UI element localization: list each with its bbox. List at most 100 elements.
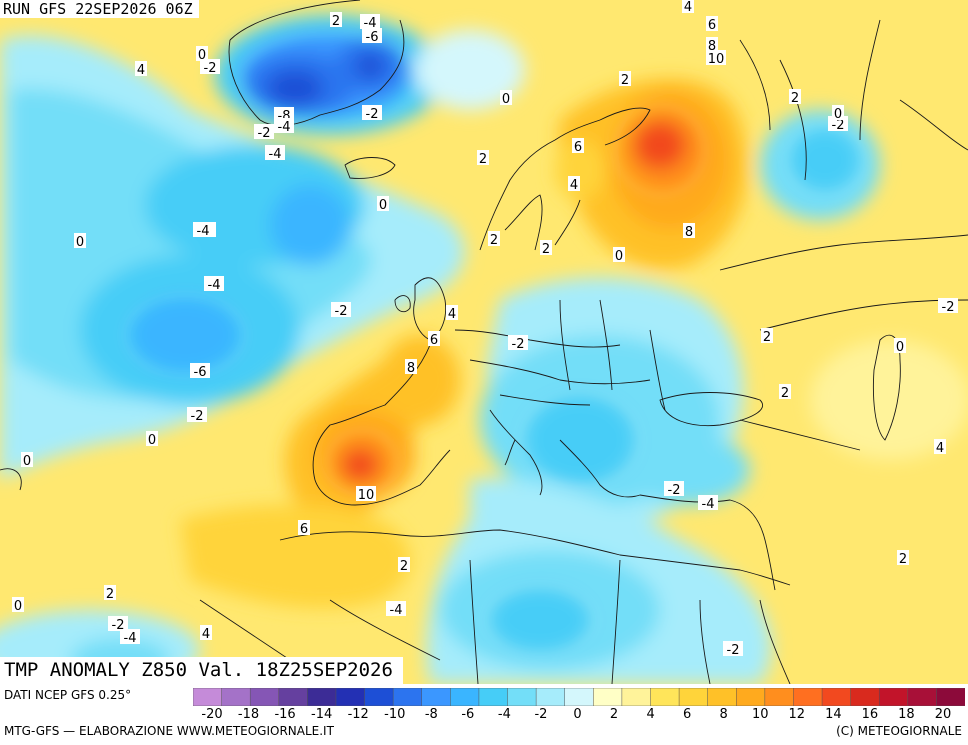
contour-label: 8 — [708, 39, 716, 54]
contour-label: 2 — [763, 330, 771, 345]
color-scale-tick-label: 14 — [825, 707, 842, 722]
color-scale-tick-label: 2 — [609, 707, 619, 722]
contour-label-bg — [21, 452, 33, 467]
contour-label: -2 — [191, 409, 204, 424]
color-scale-tick-label: -14 — [311, 707, 333, 722]
contour-label-bg — [190, 363, 210, 378]
contour-label-bg — [698, 495, 718, 510]
color-scale-tick-label: -20 — [201, 707, 223, 722]
contour-label-bg — [894, 338, 906, 353]
contour-label: 6 — [574, 140, 582, 155]
color-scale-swatch — [707, 688, 737, 706]
contour-label: 4 — [137, 63, 145, 78]
color-scale-bar — [193, 688, 965, 706]
contour-label: -4 — [364, 16, 377, 31]
contour-label-bg — [761, 328, 773, 343]
contour-label-bg — [508, 335, 528, 350]
contour-label: 6 — [430, 333, 438, 348]
contour-label-bg — [832, 105, 844, 120]
contour-label-bg — [706, 37, 718, 52]
contour-label-bg — [12, 597, 24, 612]
contour-label-bg — [428, 331, 440, 346]
contour-label-bg — [196, 46, 208, 61]
contour-label: 2 — [106, 587, 114, 602]
color-scale-swatch — [478, 688, 509, 706]
contour-label-bg — [146, 431, 158, 446]
contour-label-bg — [193, 222, 213, 237]
contour-label-bg — [619, 71, 631, 86]
contour-label: 4 — [202, 627, 210, 642]
temperature-anomaly-map: -4-6240-2-8-2-4-4-20-40-4-6-2-2002026422… — [0, 0, 968, 684]
color-scale-tick-label: -10 — [384, 707, 406, 722]
map-title: TMP ANOMALY Z850 Val. 18Z25SEP2026 — [0, 657, 403, 684]
footer-credit: MTG-GFS — ELABORAZIONE WWW.METEOGIORNALE… — [4, 724, 334, 738]
contour-label: 2 — [899, 552, 907, 567]
contour-label: 0 — [896, 340, 904, 355]
contour-label-bg — [204, 276, 224, 291]
color-scale-swatch — [736, 688, 766, 706]
contour-label: 0 — [23, 454, 31, 469]
contour-label-bg — [120, 629, 140, 644]
contour-label-bg — [200, 625, 212, 640]
contour-label-bg — [330, 12, 342, 27]
contour-label-bg — [723, 641, 743, 656]
contour-label: -2 — [832, 118, 845, 133]
color-scale-tick-label: -8 — [424, 707, 438, 722]
color-scale-swatch — [593, 688, 623, 706]
contour-label: -4 — [124, 631, 137, 646]
contour-labels: -4-6240-2-8-2-4-4-20-40-4-6-2-2002026422… — [12, 0, 958, 658]
contour-label: -4 — [197, 224, 210, 239]
contour-label-bg — [135, 61, 147, 76]
contour-label: 0 — [379, 198, 387, 213]
color-scale-swatch — [850, 688, 880, 706]
contour-label: -6 — [194, 365, 207, 380]
contour-label-bg — [331, 302, 351, 317]
color-scale-swatch — [335, 688, 366, 706]
contour-label: -2 — [204, 61, 217, 76]
color-scale-swatch — [249, 688, 280, 706]
contour-label: 4 — [570, 178, 578, 193]
contour-label: 2 — [621, 73, 629, 88]
color-scale-swatch — [193, 688, 223, 706]
contour-label: 2 — [781, 386, 789, 401]
contour-label: 2 — [332, 14, 340, 29]
color-scale-tick-label: 4 — [646, 707, 655, 722]
contour-label: 6 — [708, 18, 716, 33]
color-scale-swatch — [678, 688, 709, 706]
contour-label: 0 — [14, 599, 22, 614]
color-scale-swatch — [364, 688, 394, 706]
color-scale-swatch — [392, 688, 423, 706]
contour-label: 4 — [684, 0, 692, 15]
color-scale-tick-label: -18 — [237, 707, 260, 722]
contour-label-bg — [568, 176, 580, 191]
contour-label-bg — [488, 231, 500, 246]
color-scale-tick-label: -4 — [497, 707, 511, 722]
color-scale-tick-label: 12 — [788, 707, 806, 722]
contour-label: -2 — [727, 643, 740, 658]
contour-label: -2 — [512, 337, 525, 352]
color-scale-tick-label: -6 — [461, 707, 475, 722]
color-scale-swatch — [535, 688, 566, 706]
color-scale-tick-label: 6 — [683, 707, 692, 722]
color-scale-swatch — [650, 688, 680, 706]
contour-label-bg — [613, 247, 625, 262]
contour-label: 0 — [834, 107, 842, 122]
contour-label: 4 — [448, 307, 456, 322]
contour-label-bg — [572, 138, 584, 153]
color-scale-swatch — [907, 688, 937, 706]
color-scale-tick-label: 18 — [898, 707, 915, 722]
color-scale-swatch — [936, 688, 965, 706]
color-scale-tick-label: -16 — [274, 707, 296, 722]
contour-label: -2 — [258, 126, 271, 141]
contour-label: -4 — [390, 603, 403, 618]
contour-label: 0 — [148, 433, 156, 448]
contour-label: -2 — [335, 304, 348, 319]
color-scale-swatch — [764, 688, 794, 706]
color-scale-tick-label: 20 — [934, 707, 952, 722]
contour-label: 0 — [615, 249, 623, 264]
contour-label-bg — [934, 439, 946, 454]
contour-label-bg — [265, 145, 285, 160]
color-scale-tick-label: 0 — [573, 707, 582, 722]
color-scale-tick-label: -12 — [347, 707, 369, 722]
